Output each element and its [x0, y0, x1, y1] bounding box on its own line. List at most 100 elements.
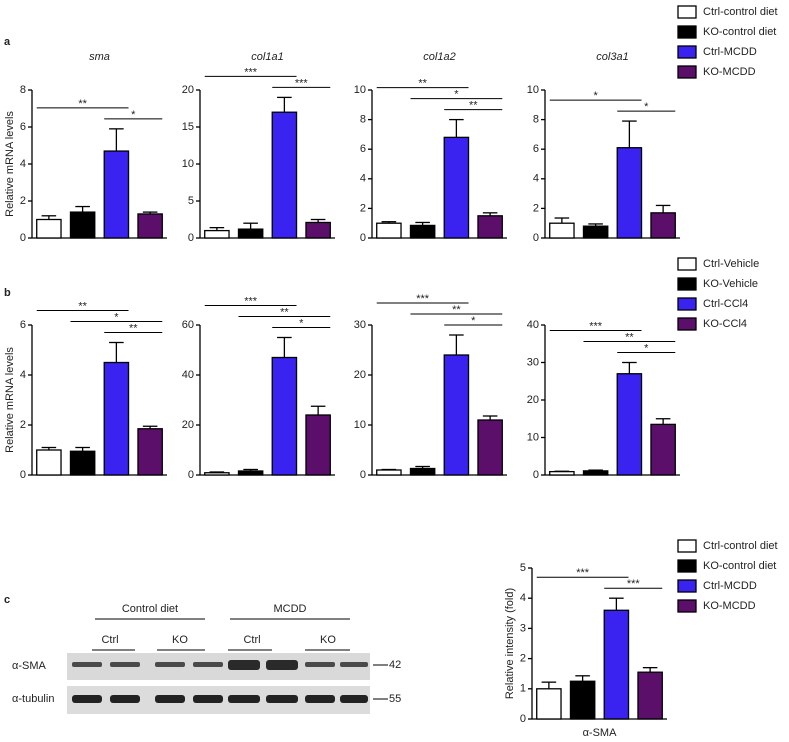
western-blot: Control diet MCDD Ctrl KO Ctrl KO α-SMA … — [12, 603, 401, 714]
bar — [69, 211, 96, 239]
y-tick-label: 2 — [20, 195, 26, 207]
legend-swatch — [677, 297, 697, 311]
bar — [582, 470, 609, 476]
y-tick-label: 10 — [527, 84, 539, 96]
legend-label: Ctrl-control diet — [703, 6, 778, 18]
bar — [305, 414, 331, 476]
bar — [36, 218, 62, 239]
legend-label: Ctrl-control diet — [703, 540, 778, 552]
y-tick-label: 10 — [182, 158, 194, 170]
significance-label: * — [299, 317, 304, 329]
bar — [237, 228, 264, 239]
y-tick-label: 2 — [533, 202, 539, 214]
y-tick-label: 6 — [533, 143, 539, 155]
legend-swatch — [677, 45, 697, 59]
significance-label: ** — [78, 98, 87, 110]
x-axis-label: α-SMA — [583, 727, 618, 739]
y-tick-label: 0 — [533, 232, 539, 244]
marker-label: 42 — [389, 659, 401, 671]
significance-label: *** — [244, 66, 258, 78]
blot-row-label: α-tubulin — [12, 693, 54, 705]
y-tick-label: 40 — [527, 319, 539, 331]
bar — [204, 472, 230, 476]
significance-label: * — [471, 315, 476, 327]
y-tick-label: 6 — [20, 121, 26, 133]
significance-label: *** — [576, 567, 590, 579]
bar — [103, 150, 130, 239]
bar — [237, 470, 264, 476]
legend-swatch — [677, 579, 697, 593]
y-tick-label: 2 — [20, 419, 26, 431]
bar — [271, 356, 298, 476]
legend-swatch — [677, 599, 697, 613]
legend-label: KO-MCDD — [703, 600, 756, 612]
bar — [137, 428, 163, 476]
y-tick-label: 4 — [360, 173, 366, 185]
bar — [443, 354, 470, 476]
y-tick-label: 8 — [360, 114, 366, 126]
bar — [477, 215, 503, 239]
legend-swatch — [677, 257, 697, 271]
y-axis-label: Relative mRNA levels — [4, 111, 16, 217]
y-tick-label: 20 — [354, 369, 366, 381]
blot-group: Control diet — [122, 603, 178, 615]
significance-label: * — [644, 342, 649, 354]
bar — [603, 609, 630, 720]
legend-swatch — [677, 277, 697, 291]
y-tick-label: 5 — [188, 195, 194, 207]
y-tick-label: 0 — [360, 232, 366, 244]
legend-label: KO-control diet — [703, 26, 776, 38]
bar — [650, 423, 676, 476]
significance-label: ** — [469, 100, 478, 112]
chart-title: sma — [89, 51, 110, 63]
legend-label: Ctrl-MCDD — [703, 46, 757, 58]
y-tick-label: 4 — [533, 173, 539, 185]
blot-lane: KO — [320, 634, 336, 646]
bar — [69, 450, 96, 476]
bar — [616, 373, 643, 476]
blot-lane: Ctrl — [243, 634, 260, 646]
y-tick-label: 1 — [520, 683, 526, 695]
legend-label: Ctrl-Vehicle — [703, 258, 759, 270]
y-tick-label: 4 — [20, 369, 26, 381]
y-tick-label: 10 — [527, 431, 539, 443]
y-axis-label: Relative mRNA levels — [4, 347, 16, 453]
y-tick-label: 8 — [533, 114, 539, 126]
y-tick-label: 0 — [20, 469, 26, 481]
legend-swatch — [677, 5, 697, 19]
significance-label: * — [644, 101, 649, 113]
significance-label: ** — [280, 306, 289, 318]
bar — [409, 224, 436, 239]
y-tick-label: 6 — [360, 143, 366, 155]
y-tick-label: 20 — [182, 84, 194, 96]
blot-group: MCDD — [274, 603, 307, 615]
bar — [616, 147, 643, 239]
y-tick-label: 0 — [188, 469, 194, 481]
y-axis-label: Relative intensity (fold) — [504, 588, 516, 699]
significance-label: ** — [78, 300, 87, 312]
y-tick-label: 10 — [354, 419, 366, 431]
y-tick-label: 0 — [533, 469, 539, 481]
y-tick-label: 30 — [354, 319, 366, 331]
legend-swatch — [677, 539, 697, 553]
legend-label: KO-MCDD — [703, 66, 756, 78]
legend-label: KO-control diet — [703, 560, 776, 572]
panel-label: c — [4, 594, 10, 606]
y-tick-label: 0 — [520, 713, 526, 725]
blot-row-label: α-SMA — [12, 660, 47, 672]
bar — [443, 136, 470, 239]
blot-lane: KO — [172, 634, 188, 646]
bar — [376, 469, 402, 476]
bar — [305, 221, 331, 239]
y-tick-label: 0 — [360, 469, 366, 481]
legend-swatch — [677, 25, 697, 39]
y-tick-label: 20 — [527, 394, 539, 406]
y-tick-label: 4 — [20, 158, 26, 170]
bar — [549, 470, 575, 476]
bar — [569, 680, 596, 720]
legend-label: Ctrl-MCDD — [703, 580, 757, 592]
chart-title: col1a2 — [423, 51, 455, 63]
bar — [271, 111, 298, 239]
legend-label: Ctrl-CCl4 — [703, 298, 748, 310]
